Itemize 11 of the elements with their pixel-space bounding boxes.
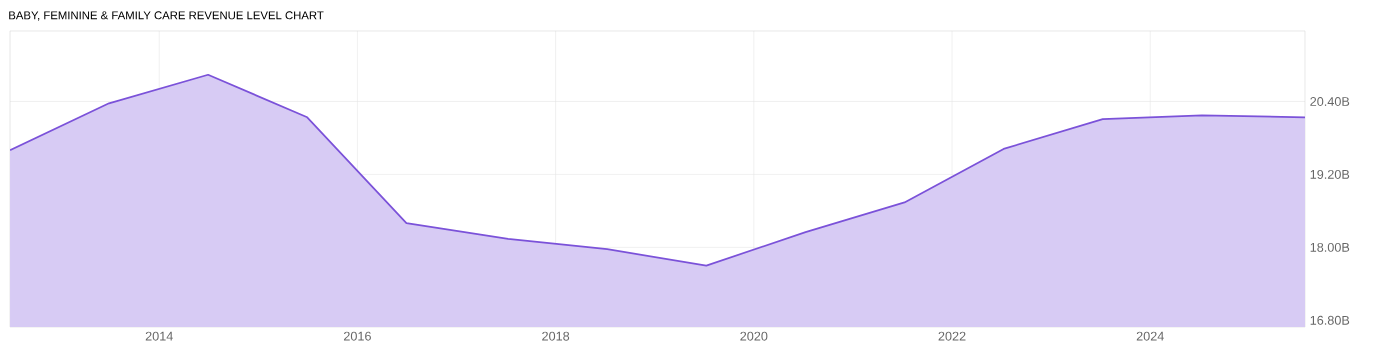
y-tick-label: 19.20B [1310, 169, 1350, 179]
y-tick-label: 20.40B [1310, 97, 1350, 106]
chart-title: BABY, FEMININE & FAMILY CARE REVENUE LEVEL CHART [9, 11, 324, 21]
x-tick-label: 2016 [343, 331, 371, 341]
x-tick-label: 2018 [542, 331, 570, 341]
x-tick-label: 2014 [145, 331, 173, 341]
x-tick-label: 2022 [938, 331, 966, 341]
y-tick-label: 18.00B [1310, 242, 1350, 252]
y-tick-label: 16.80B [1310, 315, 1350, 325]
x-tick-label: 2024 [1136, 331, 1164, 341]
x-tick-label: 2020 [740, 331, 768, 341]
